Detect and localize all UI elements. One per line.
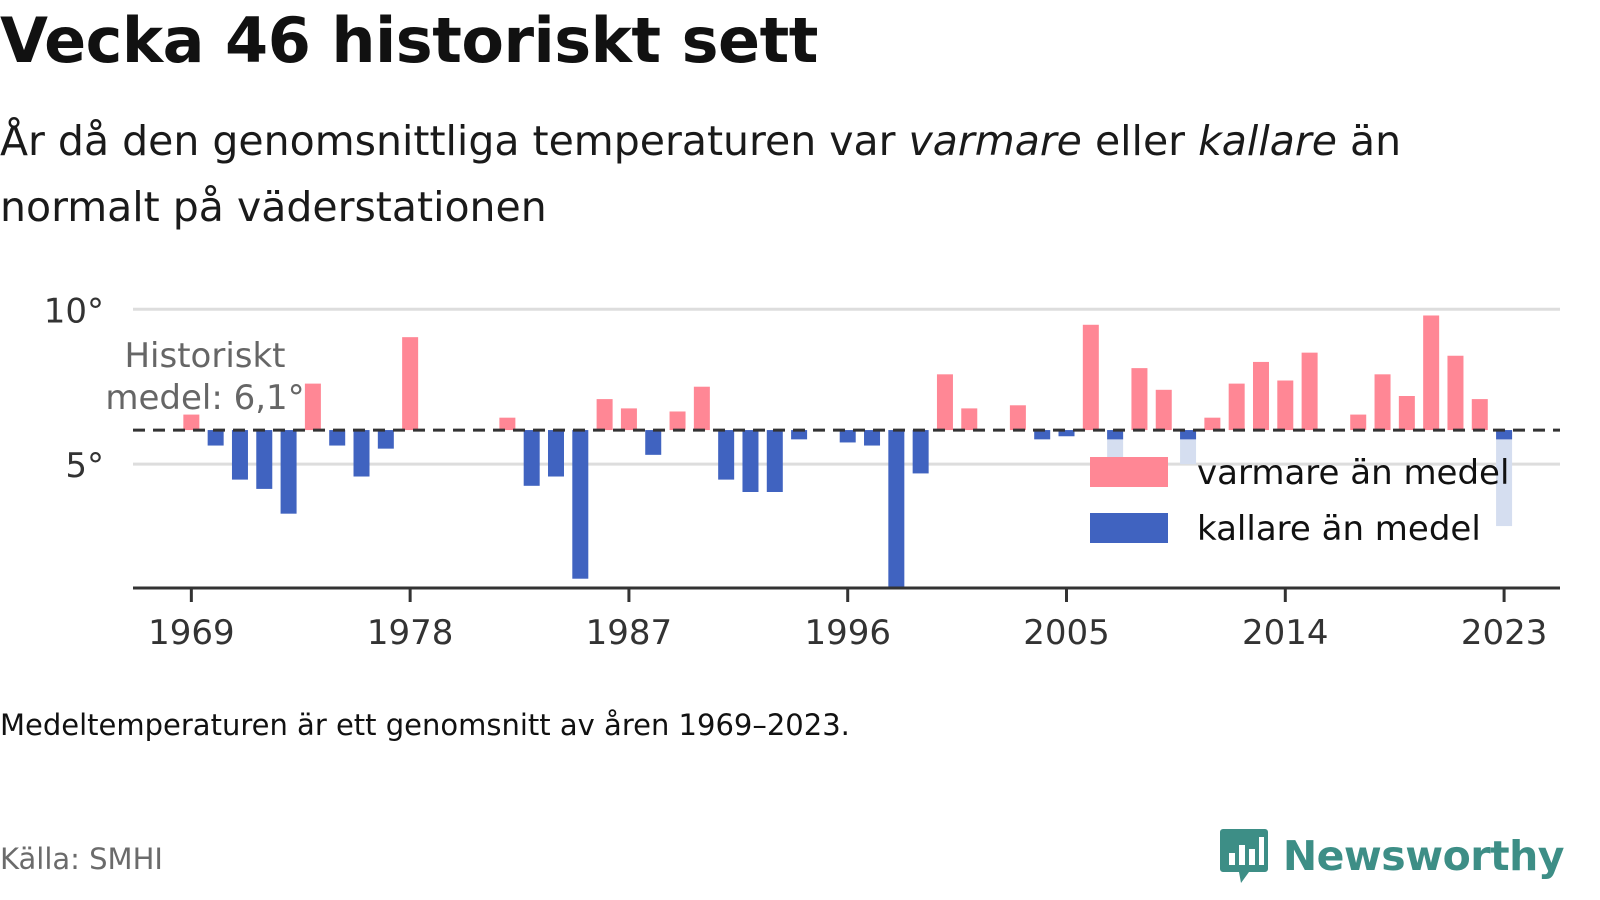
- legend-label-warm: varmare än medel: [1197, 453, 1509, 493]
- chart-subtitle: År då den genomsnittliga temperaturen va…: [0, 108, 1520, 240]
- bar-1986: [596, 399, 613, 431]
- footnote: Medeltemperaturen är ett genomsnitt av å…: [0, 708, 850, 742]
- bar-1991: [718, 430, 735, 480]
- legend: varmare än medel kallare än medel: [1090, 453, 1509, 549]
- bar-2008: [1131, 368, 1148, 431]
- bar-1998: [888, 430, 905, 588]
- subtitle-cold-word: kallare: [1198, 117, 1337, 165]
- bar-1987: [620, 408, 637, 431]
- subtitle-part-3: än normalt på väderstationen: [0, 117, 1402, 231]
- legend-swatch-cold: [1090, 513, 1168, 543]
- bar-2005: [1058, 430, 1075, 437]
- bar-1970: [207, 430, 224, 446]
- chart-title: Vecka 46 historiskt sett: [0, 4, 818, 77]
- bar-2007: [1107, 430, 1124, 440]
- brand-logo: Newsworthy: [1219, 826, 1565, 886]
- mean-label-line-1: Historiskt: [124, 336, 285, 376]
- bar-2017: [1350, 414, 1367, 431]
- mean-label-line-2: medel: 6,1°: [105, 378, 304, 418]
- source-credit: Källa: SMHI: [0, 842, 163, 876]
- bar-1984: [547, 430, 564, 477]
- bar-2000: [936, 374, 953, 431]
- bar-1992: [742, 430, 759, 492]
- x-tick-label: 1969: [148, 613, 235, 653]
- bar-2009: [1155, 389, 1172, 431]
- bar-1985: [572, 430, 589, 579]
- y-tick-label: 5°: [65, 446, 104, 486]
- brand-name: Newsworthy: [1282, 832, 1565, 880]
- x-axis-ticks: 1969 1978 1987 1996 2005 2014 2023: [148, 588, 1547, 653]
- bar-1976: [353, 430, 370, 477]
- x-tick-label: 1987: [586, 613, 673, 653]
- bar-1997: [864, 430, 881, 446]
- bar-2004: [1034, 430, 1051, 440]
- bar-chart: 1969 1978 1987 1996 2005 2014 2023 5° 10° Histo…: [44, 291, 1560, 653]
- bar-2011: [1204, 417, 1221, 431]
- bar-2006: [1082, 324, 1099, 431]
- bar-1988: [645, 430, 662, 455]
- legend-swatch-warm: [1090, 457, 1168, 487]
- bar-1999: [912, 430, 929, 474]
- bar-2021: [1447, 355, 1464, 431]
- bar-2003: [1009, 405, 1026, 431]
- bar-1974: [304, 383, 321, 431]
- bar-1990: [693, 386, 710, 431]
- y-axis-ticks: 5° 10°: [44, 291, 104, 486]
- bar-1972: [256, 430, 273, 489]
- bars: [183, 315, 1513, 588]
- bar-2010: [1180, 430, 1197, 440]
- x-tick-label: 1996: [804, 613, 891, 653]
- x-tick-label: 1978: [367, 613, 454, 653]
- bar-2013: [1252, 361, 1269, 431]
- bar-1982: [499, 417, 516, 431]
- bar-1977: [377, 430, 394, 449]
- bar-1989: [669, 411, 686, 431]
- bar-1994: [791, 430, 808, 440]
- bar-1969: [183, 414, 200, 431]
- bar-1978: [402, 337, 419, 431]
- bar-1983: [523, 430, 540, 486]
- bar-2022: [1471, 399, 1488, 431]
- faded-bar-2023: [1496, 430, 1513, 527]
- bar-2014: [1277, 380, 1294, 431]
- bar-1993: [766, 430, 783, 492]
- subtitle-part-2: eller: [1081, 117, 1199, 165]
- y-tick-label: 10°: [44, 291, 104, 331]
- bar-2019: [1398, 396, 1415, 431]
- bar-2020: [1423, 315, 1440, 431]
- x-tick-label: 2014: [1242, 613, 1329, 653]
- bar-1996: [839, 430, 856, 443]
- bar-2015: [1301, 352, 1318, 431]
- bar-2001: [961, 408, 978, 431]
- bar-2018: [1374, 374, 1391, 431]
- bar-1973: [280, 430, 297, 514]
- bar-1971: [231, 430, 248, 480]
- bar-2012: [1228, 383, 1245, 431]
- grid-lines: [133, 307, 1560, 466]
- x-tick-label: 2023: [1461, 613, 1548, 653]
- bar-chart-speech-bubble-icon: [1219, 829, 1268, 883]
- x-tick-label: 2005: [1023, 613, 1110, 653]
- legend-label-cold: kallare än medel: [1197, 509, 1481, 549]
- subtitle-warm-word: varmare: [908, 117, 1082, 165]
- bar-1975: [329, 430, 346, 446]
- bar-2023: [1496, 430, 1513, 440]
- subtitle-part-1: År då den genomsnittliga temperaturen va…: [0, 117, 909, 165]
